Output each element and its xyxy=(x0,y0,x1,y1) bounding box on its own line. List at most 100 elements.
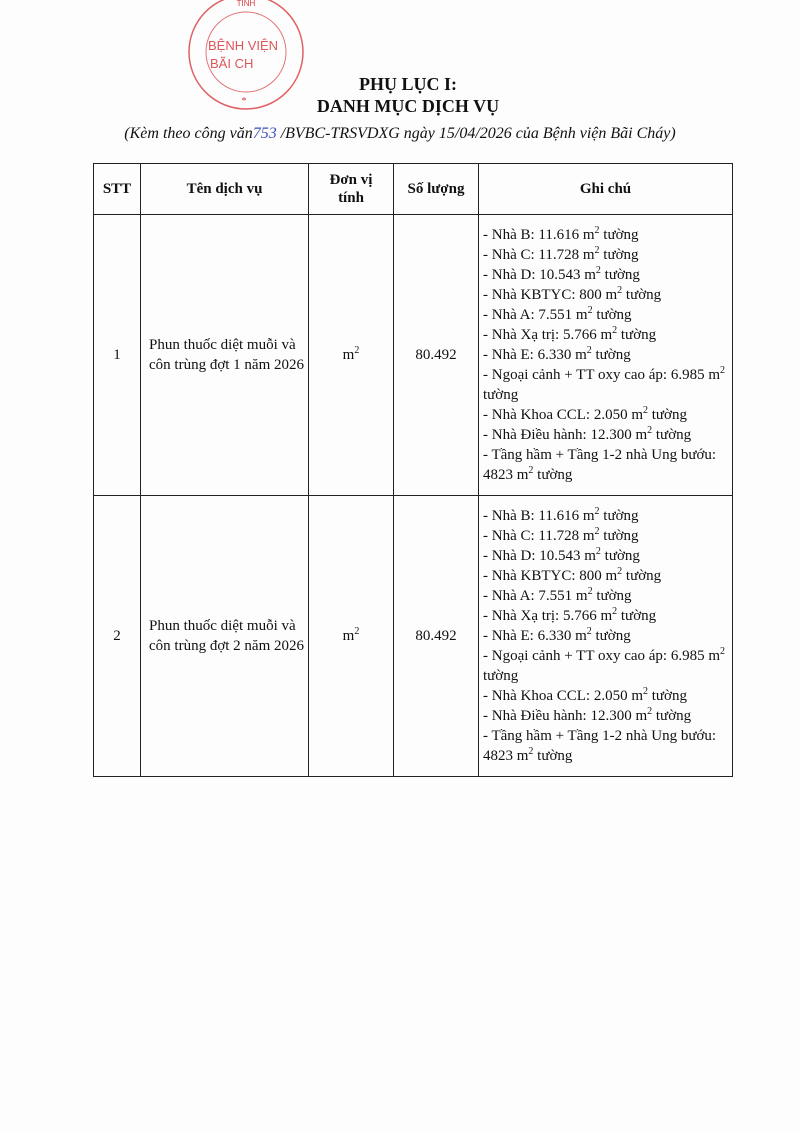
cell-notes: - Nhà B: 11.616 m2 tường - Nhà C: 11.728 … xyxy=(478,495,733,777)
note-text: - Nhà Điều hành: 12.300 m xyxy=(483,708,648,724)
unit-base: m xyxy=(342,627,355,644)
note-suffix: tường xyxy=(647,407,687,423)
col-header-unit: Đơn vị tính xyxy=(308,163,394,215)
note-superscript: 2 xyxy=(528,465,534,476)
cell-qty: 80.492 xyxy=(393,214,479,496)
note-suffix: tường xyxy=(533,748,573,764)
note-line: - Ngoại cảnh + TT oxy cao áp: 6.985 m2 t… xyxy=(483,365,728,405)
note-text: - Nhà B: 11.616 m xyxy=(483,508,595,524)
note-suffix: tường xyxy=(599,227,639,243)
note-suffix: tường xyxy=(592,307,632,323)
note-text: - Nhà Xạ trị: 5.766 m xyxy=(483,608,613,624)
note-superscript: 2 xyxy=(587,305,593,316)
note-suffix: tường xyxy=(647,688,687,704)
note-line: - Nhà A: 7.551 m2 tường xyxy=(483,305,728,325)
note-suffix: tường xyxy=(599,508,639,524)
cell-notes: - Nhà B: 11.616 m2 tường - Nhà C: 11.728 … xyxy=(478,214,733,496)
note-superscript: 2 xyxy=(642,686,648,697)
cell-name: Phun thuốc diệt muỗi và côn trùng đợt 2 … xyxy=(140,495,309,777)
note-superscript: 2 xyxy=(720,646,726,657)
note-line: - Nhà KBTYC: 800 m2 tường xyxy=(483,285,728,305)
svg-text:TỈNH: TỈNH xyxy=(237,0,256,8)
note-suffix: tường xyxy=(591,347,631,363)
note-superscript: 2 xyxy=(642,405,648,416)
note-text: - Nhà E: 6.330 m xyxy=(483,628,587,644)
note-superscript: 2 xyxy=(595,265,601,276)
note-text: - Tầng hầm + Tầng 1-2 nhà Ung bướu: 4823… xyxy=(483,728,717,764)
col-header-stt: STT xyxy=(93,163,141,215)
note-text: - Nhà Xạ trị: 5.766 m xyxy=(483,327,613,343)
appendix-title: PHỤ LỤC I: xyxy=(8,74,800,95)
note-suffix: tường xyxy=(533,467,573,483)
unit-base: m xyxy=(342,346,355,363)
note-line: - Nhà E: 6.330 m2 tường xyxy=(483,345,728,365)
svg-text:BÃI CH: BÃI CH xyxy=(210,56,253,71)
note-superscript: 2 xyxy=(586,626,592,637)
note-suffix: tường xyxy=(591,628,631,644)
note-line: - Nhà B: 11.616 m2 tường xyxy=(483,225,728,245)
note-text: - Nhà Khoa CCL: 2.050 m xyxy=(483,688,643,704)
document-title: DANH MỤC DỊCH VỤ xyxy=(8,96,800,117)
unit-superscript: 2 xyxy=(354,344,360,356)
note-text: - Nhà A: 7.551 m xyxy=(483,307,588,323)
note-line: - Nhà KBTYC: 800 m2 tường xyxy=(483,566,728,586)
note-text: - Nhà E: 6.330 m xyxy=(483,347,587,363)
note-suffix: tường xyxy=(617,327,657,343)
note-superscript: 2 xyxy=(594,526,600,537)
note-superscript: 2 xyxy=(594,225,600,236)
subtitle-prefix: (Kèm theo công văn xyxy=(124,125,253,142)
note-suffix: tường xyxy=(599,528,639,544)
note-suffix: tường xyxy=(483,387,519,403)
note-superscript: 2 xyxy=(647,425,653,436)
note-superscript: 2 xyxy=(587,586,593,597)
note-suffix: tường xyxy=(600,548,640,564)
handwritten-doc-number: 753 xyxy=(252,125,277,142)
note-line: - Tầng hầm + Tầng 1-2 nhà Ung bướu: 4823… xyxy=(483,726,728,766)
note-text: - Tầng hầm + Tầng 1-2 nhà Ung bướu: 4823… xyxy=(483,447,717,483)
note-text: - Nhà KBTYC: 800 m xyxy=(483,568,618,584)
subtitle-suffix: /BVBC-TRSVDXG ngày 15/04/2026 của Bệnh v… xyxy=(276,125,676,142)
note-line: - Ngoại cảnh + TT oxy cao áp: 6.985 m2 t… xyxy=(483,646,728,686)
note-line: - Nhà Điều hành: 12.300 m2 tường xyxy=(483,425,728,445)
note-superscript: 2 xyxy=(594,506,600,517)
col-header-qty: Số lượng xyxy=(393,163,479,215)
col-header-name: Tên dịch vụ xyxy=(140,163,309,215)
note-suffix: tường xyxy=(599,247,639,263)
cell-qty: 80.492 xyxy=(393,495,479,777)
svg-text:BỆNH VIỆN: BỆNH VIỆN xyxy=(208,38,278,53)
note-suffix: tường xyxy=(622,568,662,584)
note-text: - Nhà A: 7.551 m xyxy=(483,588,588,604)
note-line: - Nhà D: 10.543 m2 tường xyxy=(483,265,728,285)
unit-superscript: 2 xyxy=(354,625,360,637)
note-text: - Nhà C: 11.728 m xyxy=(483,528,595,544)
note-suffix: tường xyxy=(652,427,692,443)
note-line: - Nhà C: 11.728 m2 tường xyxy=(483,245,728,265)
note-superscript: 2 xyxy=(612,606,618,617)
note-text: - Ngoại cảnh + TT oxy cao áp: 6.985 m xyxy=(483,367,721,383)
note-superscript: 2 xyxy=(617,285,623,296)
note-suffix: tường xyxy=(622,287,662,303)
note-suffix: tường xyxy=(652,708,692,724)
cell-stt: 1 xyxy=(93,214,141,496)
appendix-title-text: PHỤ LỤC I: xyxy=(359,74,457,94)
note-line: - Nhà A: 7.551 m2 tường xyxy=(483,586,728,606)
cell-stt: 2 xyxy=(93,495,141,777)
note-text: - Nhà Điều hành: 12.300 m xyxy=(483,427,648,443)
note-superscript: 2 xyxy=(594,245,600,256)
cell-unit: m2 xyxy=(308,495,394,777)
note-suffix: tường xyxy=(617,608,657,624)
note-suffix: tường xyxy=(483,668,519,684)
note-superscript: 2 xyxy=(612,325,618,336)
note-line: - Nhà Khoa CCL: 2.050 m2 tường xyxy=(483,405,728,425)
note-line: - Nhà Xạ trị: 5.766 m2 tường xyxy=(483,325,728,345)
note-text: - Nhà B: 11.616 m xyxy=(483,227,595,243)
note-superscript: 2 xyxy=(595,546,601,557)
note-suffix: tường xyxy=(600,267,640,283)
note-line: - Nhà C: 11.728 m2 tường xyxy=(483,526,728,546)
note-line: - Nhà D: 10.543 m2 tường xyxy=(483,546,728,566)
document-title-text: DANH MỤC DỊCH VỤ xyxy=(316,96,500,116)
note-text: - Nhà D: 10.543 m xyxy=(483,548,596,564)
note-line: - Nhà B: 11.616 m2 tường xyxy=(483,506,728,526)
note-text: - Ngoại cảnh + TT oxy cao áp: 6.985 m xyxy=(483,648,721,664)
